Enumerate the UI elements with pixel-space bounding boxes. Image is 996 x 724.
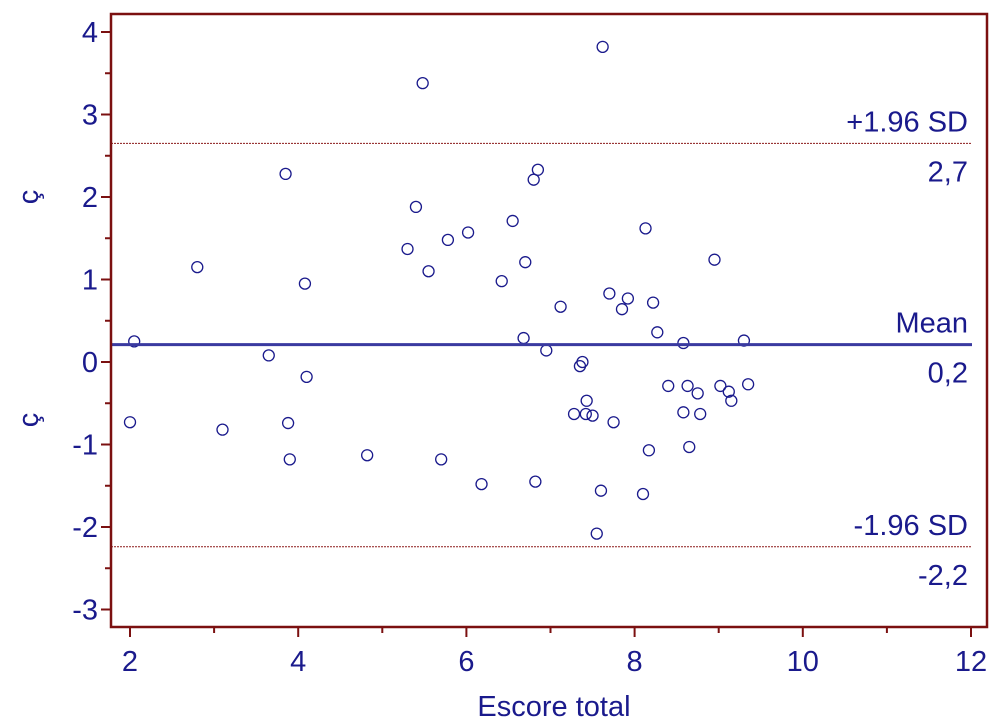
data-point bbox=[281, 416, 295, 430]
data-point bbox=[361, 449, 374, 462]
data-point bbox=[681, 379, 694, 393]
data-point bbox=[594, 484, 608, 497]
x-tick-label: 8 bbox=[627, 646, 643, 678]
data-point bbox=[615, 303, 629, 316]
data-point bbox=[579, 407, 592, 421]
data-point bbox=[621, 292, 635, 305]
points-layer bbox=[123, 40, 755, 540]
data-point bbox=[409, 200, 423, 214]
upper-sd-value-label: 2,7 bbox=[928, 156, 968, 188]
data-point bbox=[441, 233, 455, 247]
data-point bbox=[567, 407, 581, 421]
data-point bbox=[475, 477, 488, 491]
data-point bbox=[461, 226, 475, 239]
y-tick-label: -3 bbox=[72, 595, 98, 627]
data-point bbox=[683, 440, 696, 454]
data-point bbox=[300, 370, 313, 384]
upper-sd-label: +1.96 SD bbox=[846, 106, 968, 138]
y-tick-label: 1 bbox=[82, 265, 98, 297]
y-tick-label: 0 bbox=[82, 347, 98, 379]
x-tick-label: 4 bbox=[290, 646, 306, 678]
x-axis-title: Escore total bbox=[477, 691, 630, 723]
data-point bbox=[708, 253, 721, 266]
data-point bbox=[540, 344, 553, 357]
data-point bbox=[646, 296, 660, 309]
data-point bbox=[651, 326, 664, 339]
data-point bbox=[554, 300, 567, 313]
data-point bbox=[722, 385, 735, 398]
data-point bbox=[191, 260, 204, 274]
data-point bbox=[662, 379, 675, 393]
y-axis-title-top: ç bbox=[13, 190, 45, 205]
data-point bbox=[677, 406, 690, 419]
data-point bbox=[531, 163, 545, 176]
x-tick-label: 12 bbox=[955, 646, 987, 678]
data-point bbox=[677, 336, 690, 350]
data-point bbox=[279, 167, 292, 181]
data-point bbox=[298, 277, 312, 290]
lower-sd-label: -1.96 SD bbox=[854, 510, 968, 542]
y-tick-label: 2 bbox=[82, 182, 98, 214]
data-point bbox=[586, 409, 599, 422]
reference-lines-layer: +1.96 SD 2,7 Mean 0,2 -1.96 SD -2,2 bbox=[111, 106, 972, 592]
data-point bbox=[529, 475, 542, 488]
data-point bbox=[636, 487, 650, 501]
y-tick-label: 3 bbox=[82, 100, 98, 132]
data-point bbox=[590, 527, 603, 540]
data-point bbox=[576, 355, 589, 369]
data-point bbox=[642, 444, 656, 457]
mean-label: Mean bbox=[895, 308, 968, 340]
data-point bbox=[435, 453, 448, 466]
data-point bbox=[262, 349, 275, 362]
data-point bbox=[422, 265, 435, 278]
data-point bbox=[691, 387, 704, 400]
data-point bbox=[506, 214, 519, 228]
data-point bbox=[128, 335, 141, 348]
y-tick-label: -2 bbox=[72, 512, 98, 544]
data-point bbox=[283, 453, 296, 466]
data-point bbox=[123, 416, 137, 429]
data-point bbox=[216, 423, 229, 436]
x-tick-label: 6 bbox=[458, 646, 474, 678]
data-point bbox=[694, 407, 707, 421]
data-point bbox=[639, 222, 652, 235]
y-tick-label: -1 bbox=[72, 430, 98, 462]
y-axis-title-bottom: ç bbox=[13, 413, 45, 428]
data-point bbox=[714, 379, 727, 393]
mean-value-label: 0,2 bbox=[928, 358, 968, 390]
data-point bbox=[519, 256, 532, 269]
y-tick-label: 4 bbox=[82, 17, 98, 49]
data-point bbox=[603, 287, 616, 300]
x-tick-label: 10 bbox=[787, 646, 819, 678]
data-point bbox=[573, 359, 587, 373]
lower-sd-value-label: -2,2 bbox=[918, 560, 968, 592]
data-point bbox=[596, 40, 609, 53]
data-point bbox=[725, 394, 738, 407]
x-tick-label: 2 bbox=[122, 646, 138, 678]
data-point bbox=[401, 242, 414, 256]
data-point bbox=[517, 331, 530, 345]
data-point bbox=[741, 378, 755, 391]
data-point bbox=[607, 416, 620, 429]
data-point bbox=[495, 274, 508, 288]
data-point bbox=[416, 77, 429, 90]
data-point bbox=[580, 394, 593, 407]
